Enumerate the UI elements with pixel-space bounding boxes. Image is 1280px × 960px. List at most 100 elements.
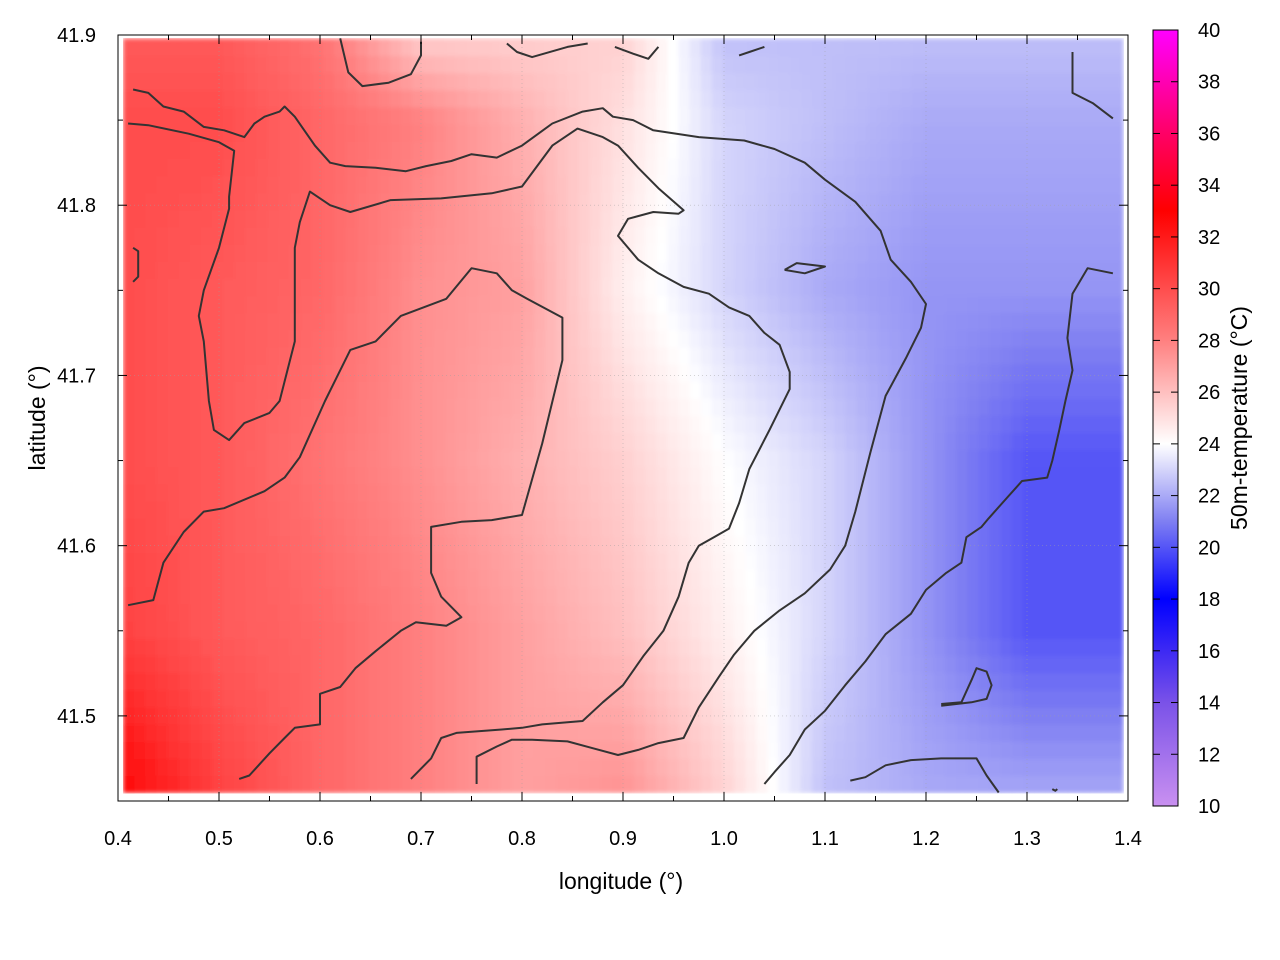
- heatmap-cell: [600, 569, 613, 588]
- heatmap-cell: [500, 398, 513, 417]
- heatmap-cell: [667, 466, 680, 485]
- heatmap-cell: [623, 723, 635, 742]
- heatmap-cell: [811, 723, 824, 742]
- heatmap-cell: [1078, 312, 1091, 331]
- heatmap-cell: [578, 432, 591, 451]
- heatmap-cell: [689, 312, 702, 331]
- heatmap-cell: [934, 741, 946, 759]
- heatmap-cell: [134, 603, 146, 622]
- heatmap-cell: [734, 244, 746, 262]
- heatmap-cell: [811, 518, 824, 537]
- heatmap-cell: [123, 124, 135, 142]
- heatmap-cell: [989, 775, 1002, 794]
- heatmap-cell: [722, 89, 735, 108]
- heatmap-cell: [856, 226, 869, 245]
- heatmap-cell: [1045, 209, 1057, 228]
- heatmap-cell: [822, 278, 835, 297]
- heatmap-cell: [623, 672, 635, 691]
- heatmap-cell: [722, 586, 735, 605]
- colorbar-tick-label: 10: [1198, 796, 1220, 818]
- heatmap-cell: [400, 106, 413, 125]
- heatmap-cell: [1078, 655, 1091, 674]
- heatmap-cell: [423, 312, 435, 331]
- heatmap-cell: [778, 569, 791, 588]
- heatmap-cell: [656, 569, 669, 588]
- heatmap-cell: [900, 775, 913, 794]
- heatmap-cell: [200, 55, 213, 74]
- heatmap-cell: [134, 689, 146, 708]
- heatmap-cell: [645, 295, 657, 314]
- heatmap-cell: [745, 124, 757, 142]
- heatmap-cell: [534, 55, 546, 74]
- heatmap-cell: [845, 415, 857, 434]
- heatmap-cell: [711, 449, 724, 468]
- heatmap-cell: [534, 278, 546, 297]
- heatmap-cell: [545, 346, 557, 365]
- heatmap-cell: [356, 192, 369, 211]
- heatmap-cell: [1100, 535, 1113, 554]
- heatmap-cell: [856, 72, 869, 91]
- heatmap-cell: [145, 484, 157, 502]
- heatmap-cell: [778, 89, 791, 108]
- heatmap-cell: [1011, 209, 1024, 228]
- heatmap-cell: [978, 569, 991, 588]
- contour-line: [784, 262, 826, 275]
- heatmap-cell: [434, 758, 446, 776]
- heatmap-cell: [478, 518, 491, 537]
- heatmap-cell: [722, 723, 735, 742]
- heatmap-cell: [323, 158, 335, 177]
- heatmap-cell: [556, 415, 569, 434]
- heatmap-cell: [578, 209, 591, 228]
- heatmap-cell: [1045, 484, 1057, 502]
- heatmap-cell: [334, 158, 346, 177]
- heatmap-cell: [722, 398, 735, 417]
- heatmap-cell: [456, 689, 469, 708]
- heatmap-cell: [822, 501, 835, 519]
- heatmap-cell: [500, 364, 513, 382]
- heatmap-cell: [634, 501, 646, 519]
- heatmap-cell: [434, 741, 446, 759]
- heatmap-cell: [767, 295, 780, 314]
- heatmap-cell: [934, 535, 946, 554]
- heatmap-cell: [878, 261, 891, 279]
- heatmap-cell: [934, 244, 946, 262]
- heatmap-cell: [178, 638, 191, 656]
- heatmap-cell: [834, 723, 846, 742]
- heatmap-cell: [700, 535, 713, 554]
- heatmap-cell: [967, 484, 980, 502]
- heatmap-cell: [478, 329, 491, 348]
- heatmap-cell: [345, 518, 357, 537]
- heatmap-cell: [1100, 741, 1113, 759]
- heatmap-cell: [711, 655, 724, 674]
- heatmap-cell: [134, 466, 146, 485]
- heatmap-cell: [845, 758, 857, 776]
- heatmap-cell: [745, 364, 757, 382]
- heatmap-cell: [922, 175, 935, 194]
- heatmap-cell: [1000, 312, 1013, 331]
- heatmap-cell: [534, 89, 546, 108]
- heatmap-cell: [922, 621, 935, 639]
- heatmap-cell: [234, 518, 246, 537]
- heatmap-cell: [711, 775, 724, 794]
- heatmap-cell: [634, 569, 646, 588]
- heatmap-cell: [445, 723, 457, 742]
- heatmap-cell: [556, 466, 569, 485]
- heatmap-cell: [1011, 124, 1024, 142]
- heatmap-cell: [1022, 295, 1035, 314]
- heatmap-cell: [256, 261, 269, 279]
- heatmap-cell: [567, 364, 580, 382]
- heatmap-cell: [234, 586, 246, 605]
- heatmap-cell: [711, 381, 724, 399]
- heatmap-cell: [167, 381, 180, 399]
- heatmap-cell: [311, 723, 324, 742]
- heatmap-cell: [1100, 226, 1113, 245]
- heatmap-cell: [478, 38, 491, 57]
- heatmap-cell: [323, 381, 335, 399]
- heatmap-cell: [1111, 689, 1124, 708]
- heatmap-cell: [211, 758, 224, 776]
- heatmap-cell: [667, 261, 680, 279]
- heatmap-cell: [134, 706, 146, 725]
- heatmap-cell: [722, 501, 735, 519]
- heatmap-cell: [1056, 415, 1068, 434]
- heatmap-cell: [1034, 226, 1046, 245]
